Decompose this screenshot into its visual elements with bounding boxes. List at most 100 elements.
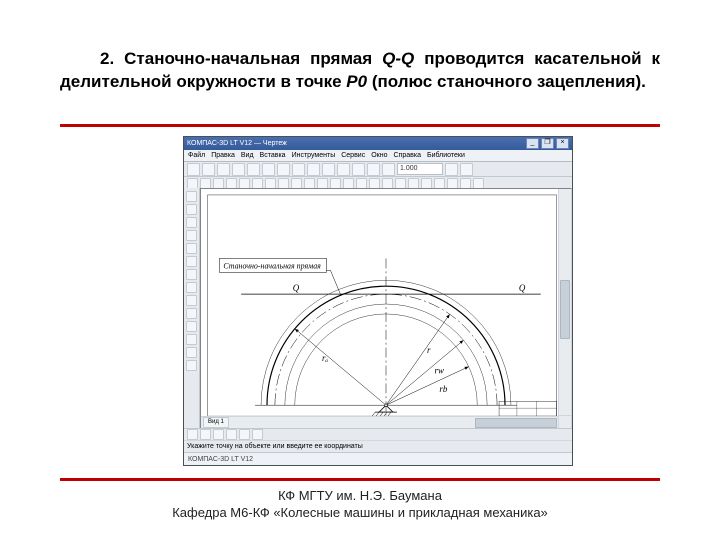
- footer-line1: КФ МГТУ им. Н.Э. Баумана: [0, 488, 720, 505]
- tool-button[interactable]: [252, 178, 263, 189]
- menubar: Файл Правка Вид Вставка Инструменты Серв…: [184, 150, 572, 162]
- cad-window: КОМПАС-3D LT V12 — Чертеж _ ❐ × Файл Пра…: [183, 136, 573, 466]
- tool-button[interactable]: [356, 178, 367, 189]
- tool-button[interactable]: [239, 429, 250, 440]
- slide: 2. Станочно-начальная прямая Q-Q проводи…: [0, 0, 720, 540]
- tool-button[interactable]: [186, 230, 197, 241]
- toolbar-1: 1.000: [184, 162, 572, 177]
- tool-button[interactable]: [408, 178, 419, 189]
- tool-button[interactable]: [265, 178, 276, 189]
- tool-button[interactable]: [369, 178, 380, 189]
- tool-button[interactable]: [200, 178, 211, 189]
- tool-button[interactable]: [278, 178, 289, 189]
- tool-button[interactable]: [367, 163, 380, 176]
- tool-button[interactable]: [186, 243, 197, 254]
- tool-button[interactable]: [292, 163, 305, 176]
- tool-button[interactable]: [382, 163, 395, 176]
- tool-button[interactable]: [226, 178, 237, 189]
- tool-button[interactable]: [186, 191, 197, 202]
- tool-button[interactable]: [337, 163, 350, 176]
- tool-button[interactable]: [187, 178, 198, 189]
- tool-button[interactable]: [330, 178, 341, 189]
- menu-item[interactable]: Окно: [371, 152, 387, 159]
- tool-button[interactable]: [460, 163, 473, 176]
- tool-button[interactable]: [277, 163, 290, 176]
- footer: КФ МГТУ им. Н.Э. Баумана Кафедра М6-КФ «…: [0, 488, 720, 522]
- tool-button[interactable]: [187, 163, 200, 176]
- tool-button[interactable]: [186, 295, 197, 306]
- tool-button[interactable]: [213, 429, 224, 440]
- vertical-scrollbar[interactable]: [558, 189, 571, 416]
- drawing-canvas[interactable]: QQСтаночно-начальная прямаяrₐrrwrbO Вид …: [200, 188, 572, 429]
- menu-item[interactable]: Сервис: [341, 152, 365, 159]
- tool-button[interactable]: [213, 178, 224, 189]
- tool-button[interactable]: [186, 360, 197, 371]
- heading-text: 2. Станочно-начальная прямая Q-Q проводи…: [60, 48, 660, 94]
- tool-button[interactable]: [252, 429, 263, 440]
- scroll-thumb[interactable]: [475, 418, 557, 428]
- tool-button[interactable]: [262, 163, 275, 176]
- menu-item[interactable]: Инструменты: [292, 152, 336, 159]
- scroll-thumb[interactable]: [560, 280, 570, 339]
- rule-top: [60, 124, 660, 127]
- left-toolbox: [184, 188, 200, 429]
- heading-number: 2.: [100, 49, 114, 68]
- svg-text:rₐ: rₐ: [322, 353, 328, 363]
- heading-p0: P0: [346, 72, 367, 91]
- rule-bottom: [60, 478, 660, 481]
- tool-button[interactable]: [382, 178, 393, 189]
- tool-button[interactable]: [187, 429, 198, 440]
- menu-item[interactable]: Вставка: [260, 152, 286, 159]
- tool-button[interactable]: [445, 163, 458, 176]
- tool-button[interactable]: [186, 321, 197, 332]
- tool-button[interactable]: [447, 178, 458, 189]
- minimize-button[interactable]: _: [526, 138, 539, 149]
- tool-button[interactable]: [186, 217, 197, 228]
- tool-button[interactable]: [186, 269, 197, 280]
- tool-button[interactable]: [239, 178, 250, 189]
- menu-item[interactable]: Справка: [394, 152, 421, 159]
- svg-text:rb: rb: [439, 384, 447, 394]
- tool-button[interactable]: [291, 178, 302, 189]
- menu-item[interactable]: Библиотеки: [427, 152, 465, 159]
- tool-button[interactable]: [343, 178, 354, 189]
- tool-button[interactable]: [395, 178, 406, 189]
- tool-button[interactable]: [217, 163, 230, 176]
- drawing-svg: QQСтаночно-начальная прямаяrₐrrwrbO: [201, 189, 571, 428]
- tool-button[interactable]: [202, 163, 215, 176]
- tool-button[interactable]: [322, 163, 335, 176]
- tool-button[interactable]: [226, 429, 237, 440]
- tool-button[interactable]: [186, 204, 197, 215]
- tool-button[interactable]: [186, 347, 197, 358]
- sheet-tab[interactable]: Вид 1: [203, 417, 229, 428]
- tool-button[interactable]: [247, 163, 260, 176]
- tool-button[interactable]: [434, 178, 445, 189]
- menu-item[interactable]: Вид: [241, 152, 254, 159]
- close-button[interactable]: ×: [556, 138, 569, 149]
- tool-button[interactable]: [473, 178, 484, 189]
- tool-button[interactable]: [200, 429, 211, 440]
- tool-button[interactable]: [460, 178, 471, 189]
- menu-item[interactable]: Правка: [211, 152, 235, 159]
- leader-note: Станочно-начальная прямая: [223, 261, 321, 270]
- tool-button[interactable]: [304, 178, 315, 189]
- window-title: КОМПАС-3D LT V12 — Чертеж: [187, 140, 524, 147]
- tool-button[interactable]: [186, 308, 197, 319]
- tool-button[interactable]: [186, 334, 197, 345]
- statusbar: КОМПАС-3D LT V12: [184, 452, 572, 465]
- tool-button[interactable]: [317, 178, 328, 189]
- tool-button[interactable]: [307, 163, 320, 176]
- zoom-field[interactable]: 1.000: [397, 163, 443, 175]
- maximize-button[interactable]: ❐: [541, 138, 554, 149]
- titlebar[interactable]: КОМПАС-3D LT V12 — Чертеж _ ❐ ×: [184, 137, 572, 150]
- menu-item[interactable]: Файл: [188, 152, 205, 159]
- tool-button[interactable]: [186, 256, 197, 267]
- horizontal-scrollbar[interactable]: Вид 1: [201, 416, 559, 428]
- heading-qq: Q-Q: [382, 49, 414, 68]
- tool-button[interactable]: [421, 178, 432, 189]
- hint-text: Укажите точку на объекте или введите ее …: [187, 443, 363, 450]
- tool-button[interactable]: [352, 163, 365, 176]
- tool-button[interactable]: [186, 282, 197, 293]
- tool-button[interactable]: [232, 163, 245, 176]
- scroll-corner: [558, 415, 571, 428]
